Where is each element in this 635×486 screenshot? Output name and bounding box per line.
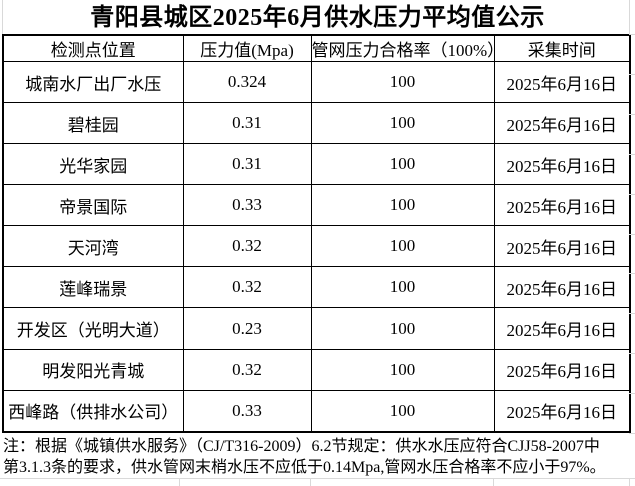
- pressure-cell: 0.32: [182, 266, 312, 309]
- rate-cell: 100: [310, 143, 495, 186]
- date-cell: 2025年6月16日: [493, 60, 631, 104]
- gridline: [629, 154, 635, 155]
- date-cell: 2025年6月16日: [493, 266, 631, 309]
- gridline: [310, 478, 311, 486]
- gridline: [629, 194, 635, 195]
- gridline: [629, 353, 635, 354]
- rate-cell: 100: [310, 184, 495, 227]
- gridline: [629, 393, 635, 394]
- date-cell: 2025年6月16日: [493, 348, 631, 391]
- location-cell: 天河湾: [2, 225, 184, 268]
- gridline: [493, 478, 494, 486]
- gridline: [2, 0, 3, 34]
- location-cell: 城南水厂出厂水压: [2, 60, 184, 104]
- footnote: 注：根据《城镇供水服务》（CJ/T316-2009）6.2节规定：供水水压应符合…: [3, 436, 634, 478]
- rate-cell: 100: [310, 225, 495, 268]
- table-row: 帝景国际 0.33 100 2025年6月16日: [2, 184, 631, 227]
- date-cell: 2025年6月16日: [493, 307, 631, 350]
- pressure-cell: 0.32: [182, 225, 312, 268]
- pressure-cell: 0.32: [182, 348, 312, 391]
- pressure-cell: 0.31: [182, 143, 312, 186]
- gridline: [629, 313, 635, 314]
- table-body: 城南水厂出厂水压 0.324 100 2025年6月16日 碧桂园 0.31 100 2025…: [2, 60, 631, 433]
- location-cell: 帝景国际: [2, 184, 184, 227]
- rate-cell: 100: [310, 389, 495, 433]
- gridline: [629, 0, 630, 34]
- location-cell: 碧桂园: [2, 102, 184, 145]
- location-cell: 明发阳光青城: [2, 348, 184, 391]
- table-row: 光华家园 0.31 100 2025年6月16日: [2, 143, 631, 186]
- pressure-table: 检测点位置 压力值(Mpa) 管网压力合格率（100%） 采集时间 城南水厂出厂…: [2, 34, 631, 433]
- date-cell: 2025年6月16日: [493, 225, 631, 268]
- table-row: 城南水厂出厂水压 0.324 100 2025年6月16日: [2, 60, 631, 104]
- page-title: 青阳县城区2025年6月供水压力平均值公示: [90, 5, 545, 31]
- gridline: [629, 478, 630, 486]
- gridline: [629, 114, 635, 115]
- header-pass-rate: 管网压力合格率（100%）: [310, 34, 495, 62]
- date-cell: 2025年6月16日: [493, 389, 631, 433]
- table-row: 天河湾 0.32 100 2025年6月16日: [2, 225, 631, 268]
- pressure-cell: 0.31: [182, 102, 312, 145]
- rate-cell: 100: [310, 102, 495, 145]
- gridline: [629, 74, 635, 75]
- header-pressure: 压力值(Mpa): [182, 34, 312, 62]
- header-collect-time: 采集时间: [493, 34, 631, 62]
- rate-cell: 100: [310, 307, 495, 350]
- gridline: [629, 273, 635, 274]
- table-row: 碧桂园 0.31 100 2025年6月16日: [2, 102, 631, 145]
- table-row: 西峰路（供排水公司） 0.33 100 2025年6月16日: [2, 389, 631, 433]
- date-cell: 2025年6月16日: [493, 184, 631, 227]
- table-row: 莲峰瑞景 0.32 100 2025年6月16日: [2, 266, 631, 309]
- table-header-row: 检测点位置 压力值(Mpa) 管网压力合格率（100%） 采集时间: [2, 34, 631, 62]
- rate-cell: 100: [310, 348, 495, 391]
- location-cell: 开发区（光明大道）: [2, 307, 184, 350]
- gridline: [629, 433, 635, 434]
- table-row: 开发区（光明大道） 0.23 100 2025年6月16日: [2, 307, 631, 350]
- gridline: [0, 478, 635, 479]
- pressure-cell: 0.33: [182, 389, 312, 433]
- date-cell: 2025年6月16日: [493, 143, 631, 186]
- gridline: [629, 34, 635, 35]
- header-location: 检测点位置: [2, 34, 184, 62]
- rate-cell: 100: [310, 266, 495, 309]
- location-cell: 西峰路（供排水公司）: [2, 389, 184, 433]
- pressure-cell: 0.23: [182, 307, 312, 350]
- gridline: [179, 478, 180, 486]
- pressure-cell: 0.33: [182, 184, 312, 227]
- location-cell: 光华家园: [2, 143, 184, 186]
- footnote-line-1: 注：根据《城镇供水服务》（CJ/T316-2009）6.2节规定：供水水压应符合…: [3, 438, 600, 455]
- rate-cell: 100: [310, 60, 495, 104]
- gridline: [629, 234, 635, 235]
- table-row: 明发阳光青城 0.32 100 2025年6月16日: [2, 348, 631, 391]
- location-cell: 莲峰瑞景: [2, 266, 184, 309]
- footnote-line-2: 第3.1.3条的要求，供水管网末梢水压不应低于0.14Mpa,管网水压合格率不应…: [3, 459, 606, 476]
- date-cell: 2025年6月16日: [493, 102, 631, 145]
- pressure-cell: 0.324: [182, 60, 312, 104]
